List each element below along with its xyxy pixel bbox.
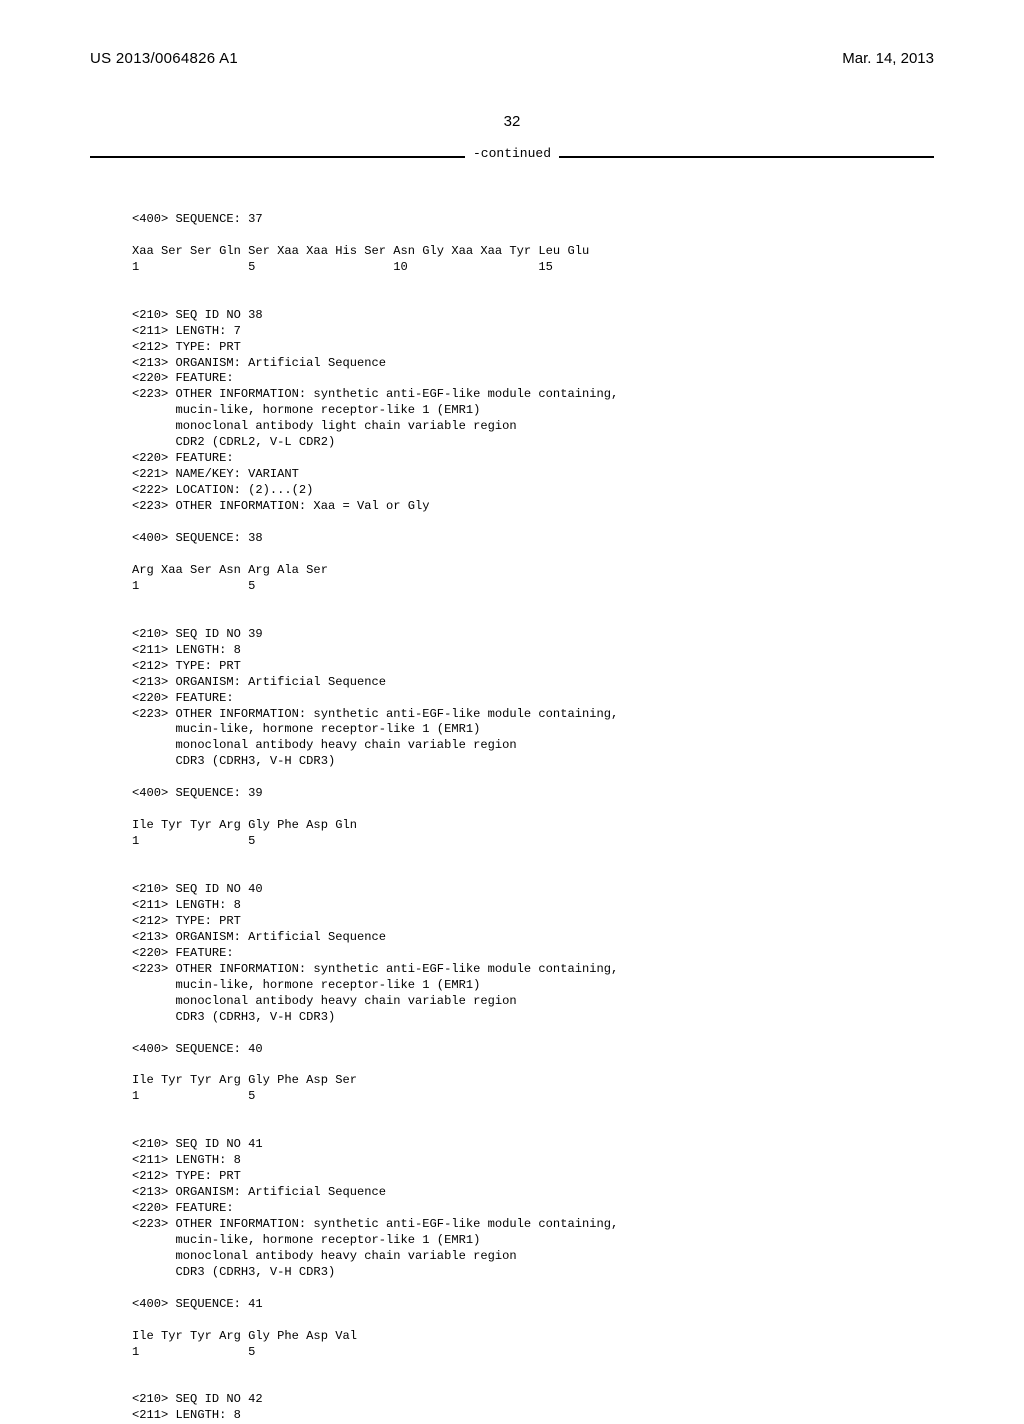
sequence-listing: <400> SEQUENCE: 37 Xaa Ser Ser Gln Ser X… bbox=[132, 196, 934, 1424]
continued-label: -continued bbox=[465, 146, 559, 161]
publication-number: US 2013/0064826 A1 bbox=[90, 50, 238, 67]
page-container: US 2013/0064826 A1 Mar. 14, 2013 32 -con… bbox=[0, 0, 1024, 1320]
page-header: US 2013/0064826 A1 Mar. 14, 2013 bbox=[90, 50, 934, 67]
page-number: 32 bbox=[90, 113, 934, 130]
publication-date: Mar. 14, 2013 bbox=[842, 50, 934, 67]
continued-rule: -continued bbox=[90, 156, 934, 174]
